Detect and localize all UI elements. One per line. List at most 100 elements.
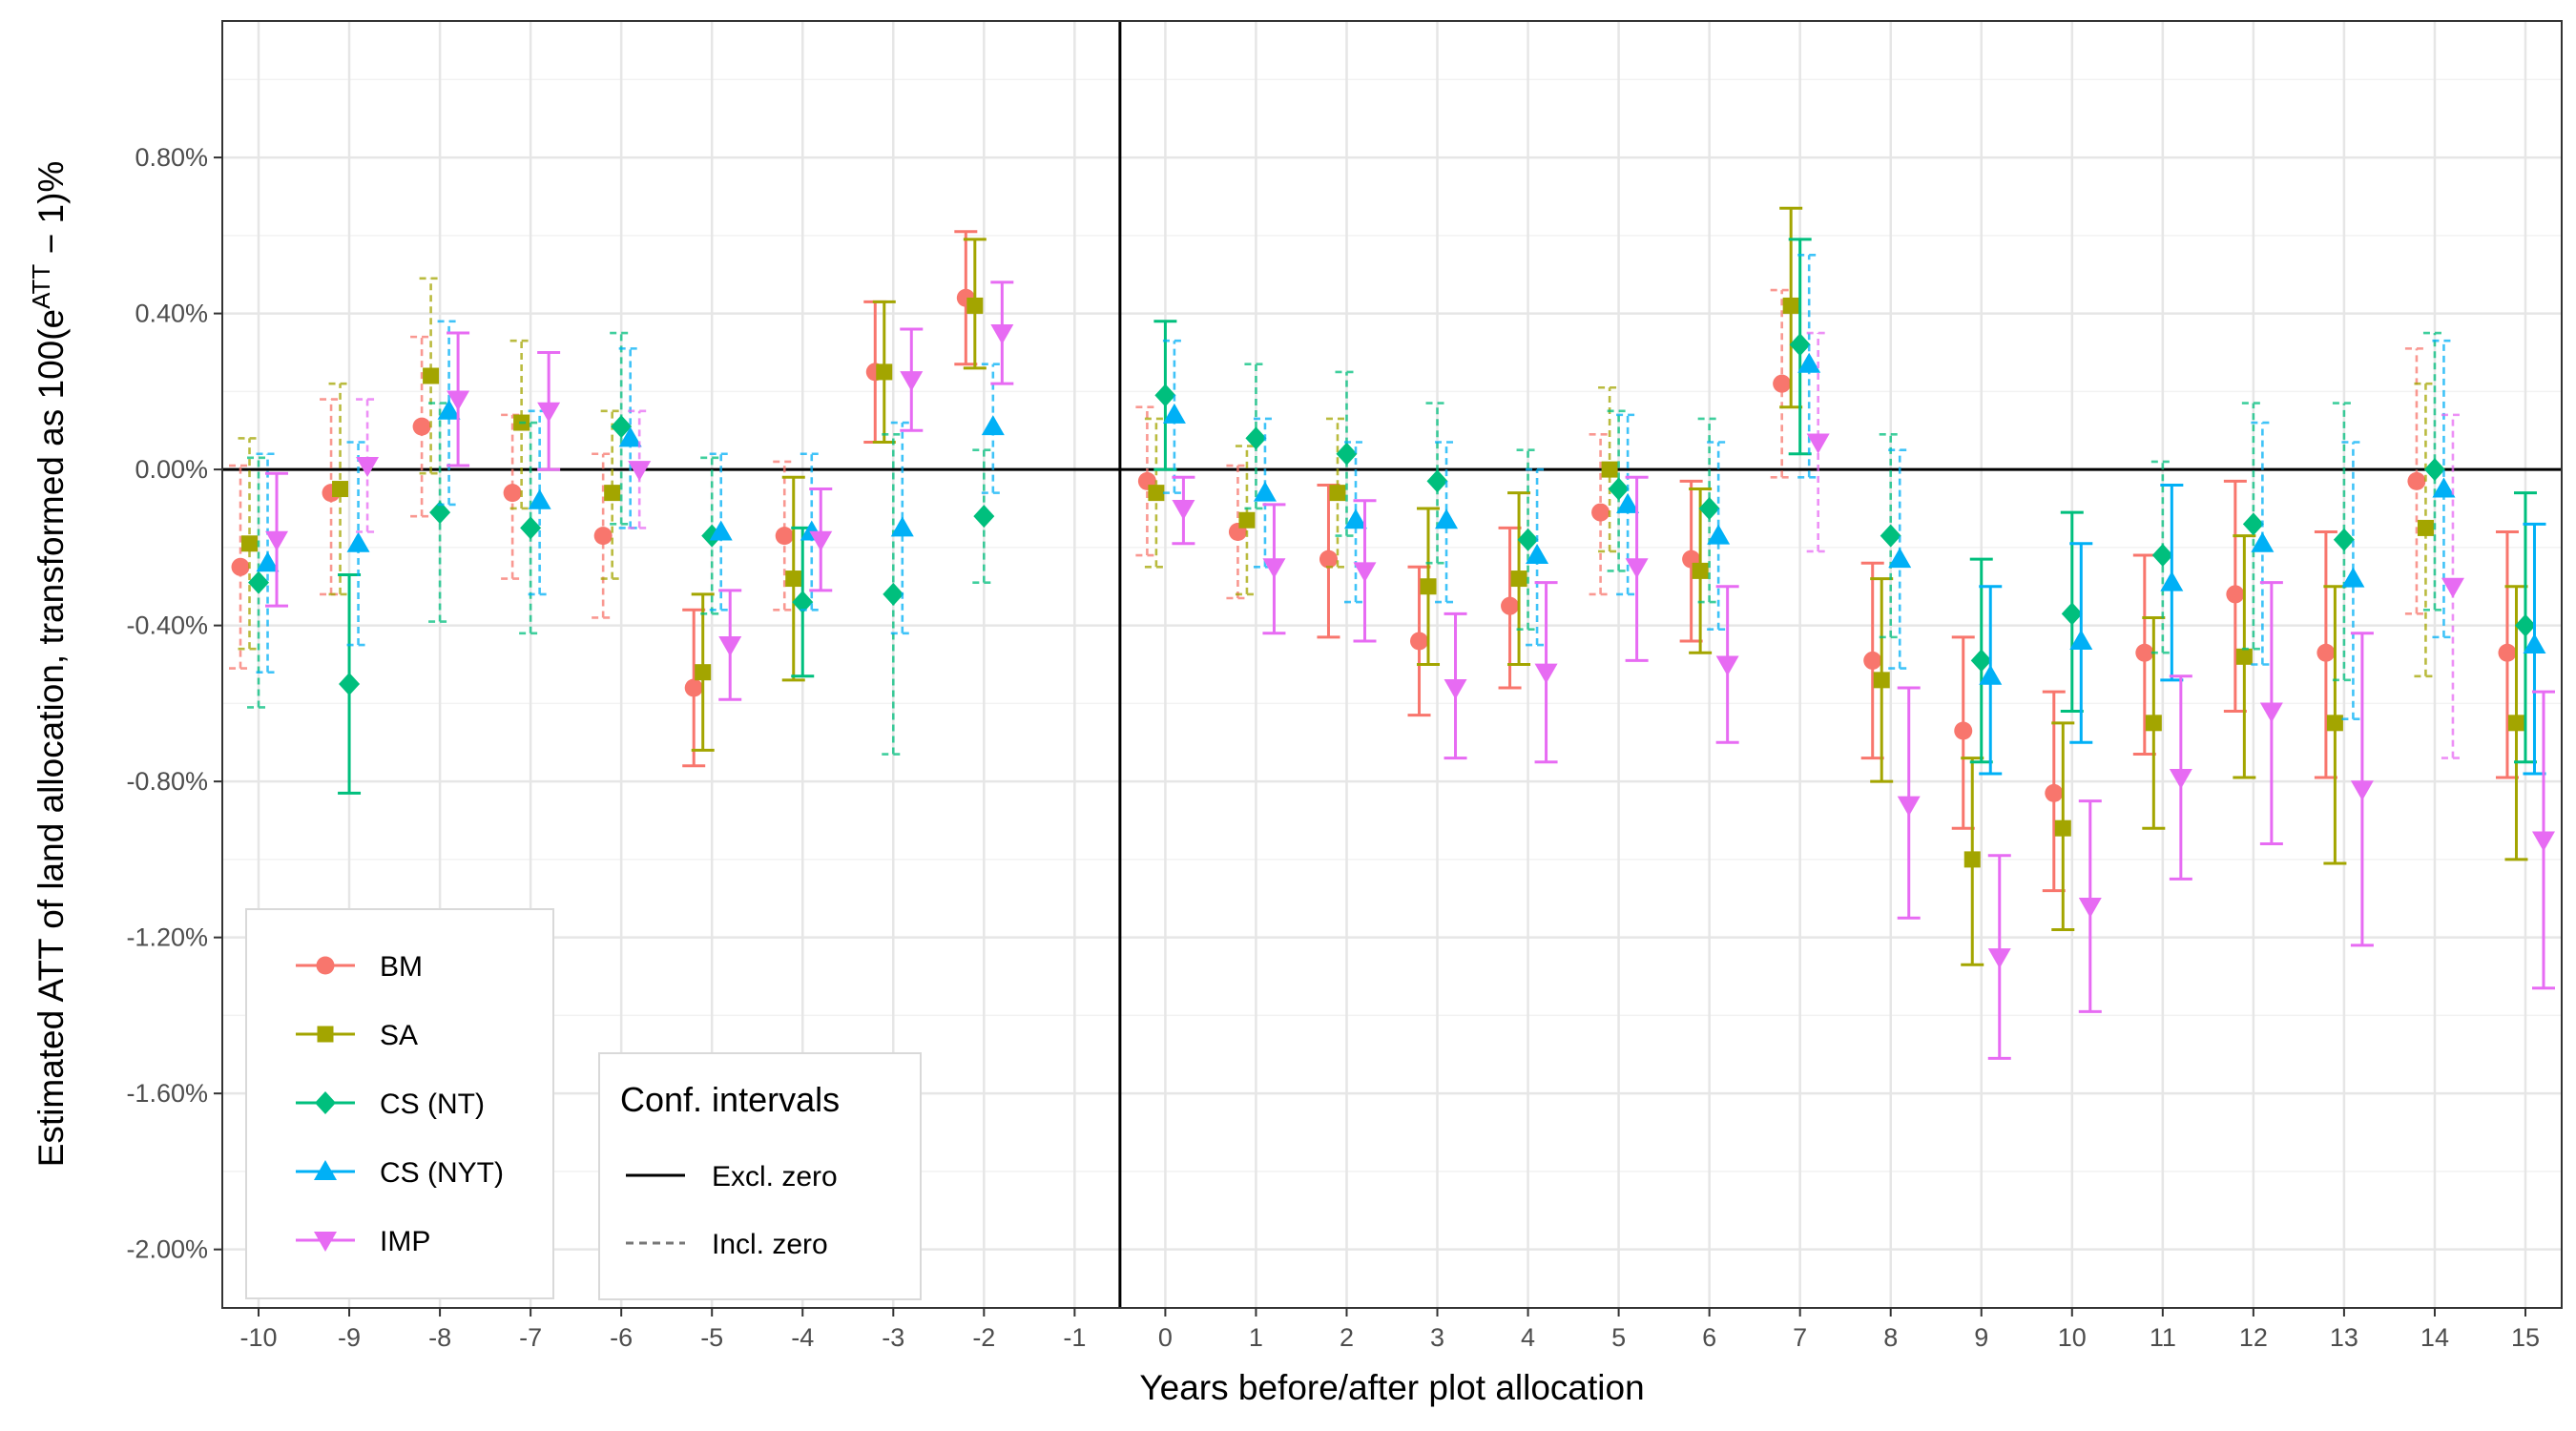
data-point [1987, 948, 2011, 969]
data-point [2432, 477, 2456, 498]
data-point [2145, 715, 2162, 732]
error-bar [1616, 413, 1640, 596]
data-point [1517, 528, 1539, 551]
data-point [1591, 503, 1610, 522]
data-point [1608, 477, 1630, 501]
error-bar [1425, 402, 1449, 565]
data-point [1863, 651, 1882, 670]
data-point [1715, 655, 1739, 676]
data-point [2061, 602, 2083, 626]
y-tick-label: 0.00% [135, 455, 208, 484]
data-point [1526, 544, 1549, 565]
data-point [1789, 333, 1811, 357]
data-point [611, 415, 633, 439]
data-point [1782, 297, 1799, 314]
legend-item-bm: BM [296, 951, 423, 983]
data-point [1954, 721, 1973, 740]
x-tick-label: -3 [882, 1323, 904, 1352]
x-tick-label: -8 [428, 1323, 451, 1352]
x-tick-label: 4 [1521, 1323, 1535, 1352]
data-point [537, 402, 561, 423]
data-point [1601, 461, 1618, 478]
x-tick-label: -2 [972, 1323, 995, 1352]
data-point [1426, 469, 1448, 493]
y-axis: 0.80% 0.40% 0.00% -0.40% -0.80% -1.20% -1.60% -… [126, 143, 222, 1264]
x-tick-label: 15 [2511, 1323, 2540, 1352]
x-tick-label: 5 [1611, 1323, 1626, 1352]
legend-label: CS (NYT) [380, 1157, 504, 1189]
data-point [2531, 831, 2555, 852]
error-bar [247, 456, 271, 709]
x-tick-label: -4 [791, 1323, 814, 1352]
error-bar [229, 464, 253, 670]
data-point [2226, 585, 2245, 604]
x-tick-label: -6 [610, 1323, 633, 1352]
data-point [1148, 485, 1165, 502]
data-point [695, 664, 712, 681]
x-tick-label: -10 [239, 1323, 277, 1352]
data-point [429, 501, 451, 525]
x-tick-label: -5 [700, 1323, 723, 1352]
data-point [1979, 664, 2003, 685]
data-point [1698, 496, 1720, 520]
data-point [1253, 481, 1277, 502]
data-point [1329, 485, 1346, 502]
data-point [248, 570, 270, 594]
data-point [966, 297, 984, 314]
ci-legend: Conf. intervals Excl. zero Incl. zero [598, 1052, 922, 1300]
error-bar [709, 452, 733, 612]
error-bar [1589, 433, 1612, 596]
data-point [2333, 528, 2355, 551]
error-bar [410, 335, 434, 518]
legend-key-marker [315, 1091, 336, 1114]
data-point [1162, 403, 1186, 424]
data-point [973, 505, 995, 529]
data-point [684, 678, 703, 697]
x-tick-label: 13 [2330, 1323, 2358, 1352]
data-point [1510, 570, 1527, 588]
data-point [2078, 897, 2102, 918]
ci-legend-item-excl-zero: Excl. zero [712, 1161, 838, 1192]
data-point [1873, 672, 1890, 689]
series-bm [229, 230, 2519, 893]
data-point [447, 390, 470, 411]
data-point [1963, 851, 1981, 868]
data-point [775, 527, 794, 546]
data-point [883, 582, 904, 606]
data-point [241, 535, 259, 552]
data-point [890, 516, 914, 537]
data-point [2054, 819, 2071, 837]
data-point [628, 461, 652, 482]
legend-item-cs-nt: CS (NT) [296, 1089, 485, 1120]
data-point [1154, 384, 1176, 407]
legend-key-marker [314, 1160, 337, 1180]
data-point [437, 399, 461, 420]
data-point [1353, 562, 1377, 583]
data-point [1172, 499, 1195, 520]
data-point [503, 484, 522, 503]
data-point [1888, 548, 1912, 569]
x-tick-label: 11 [2150, 1323, 2176, 1352]
legend-label: SA [380, 1020, 418, 1051]
data-point [709, 520, 733, 541]
error-bar [981, 363, 1005, 494]
data-point [2135, 643, 2154, 662]
data-point [1343, 508, 1367, 529]
data-point [339, 672, 361, 695]
legend-item-sa: SA [296, 1020, 418, 1051]
x-tick-label: -1 [1063, 1323, 1086, 1352]
data-point [423, 367, 440, 384]
data-point [1970, 649, 1992, 673]
data-point [1773, 374, 1792, 393]
error-bar [1162, 339, 1186, 494]
y-axis-title-main: Estimated ATT of land allocation, transf… [31, 309, 71, 1167]
data-point [981, 415, 1005, 436]
y-axis-title-superscript: ATT [27, 264, 55, 309]
legend-label: CS (NT) [380, 1089, 485, 1120]
data-point [1238, 511, 1256, 529]
data-point [1625, 558, 1649, 579]
legend-key-marker [314, 1232, 337, 1252]
error-bar [972, 448, 996, 584]
error-bar [2441, 413, 2464, 759]
